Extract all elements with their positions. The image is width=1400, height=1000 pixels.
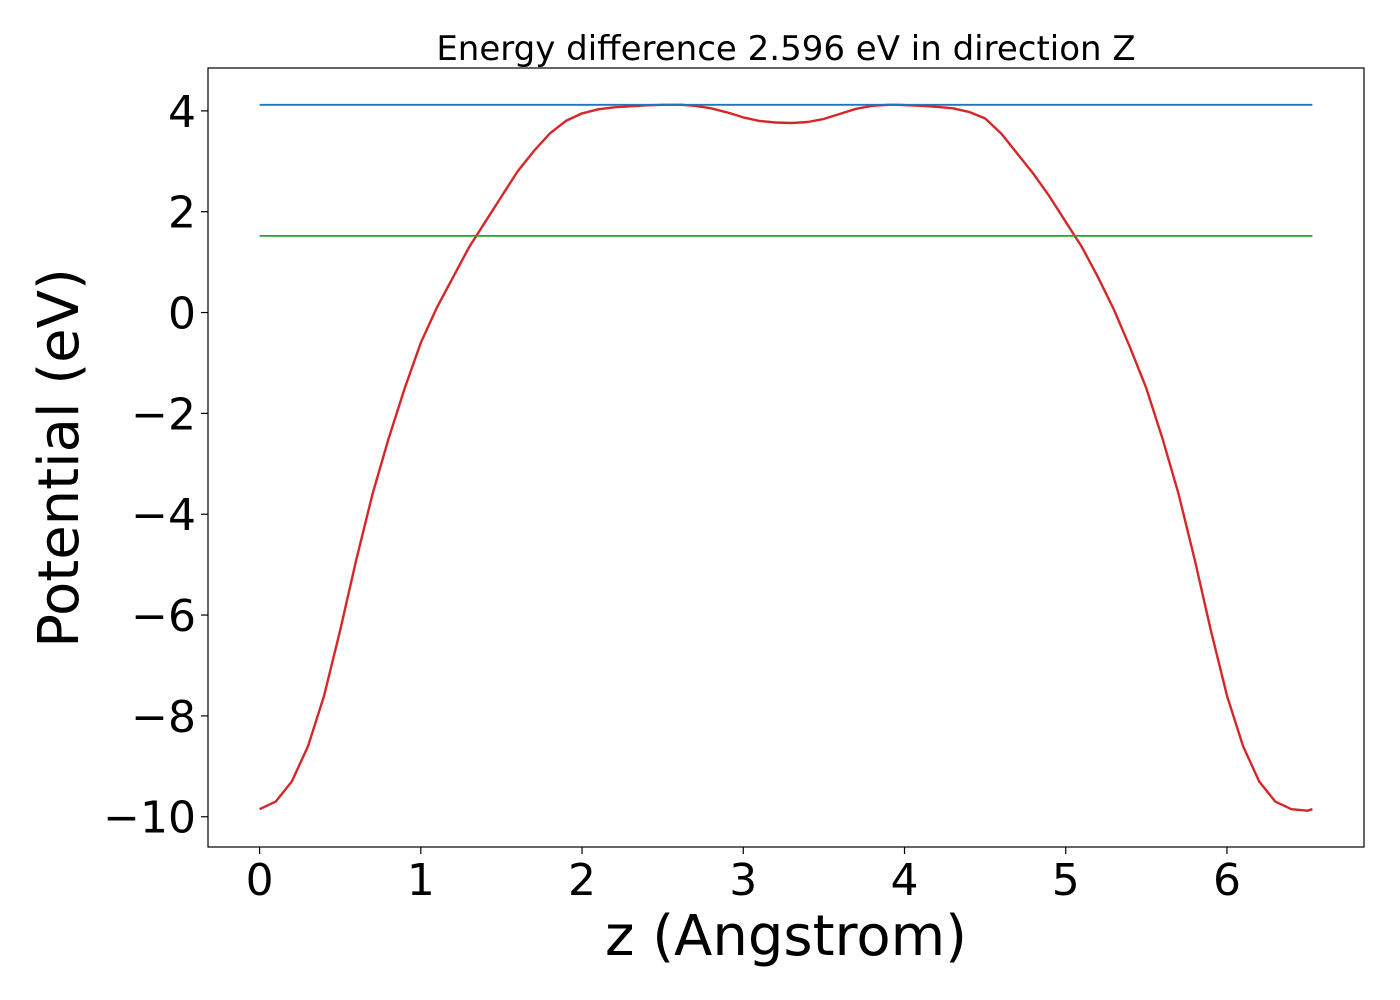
y-tick-label: −4 — [131, 490, 196, 541]
y-tick-label: −2 — [131, 389, 196, 440]
x-tick-label: 5 — [1052, 855, 1080, 906]
chart-title: Energy difference 2.596 eV in direction … — [436, 29, 1135, 69]
y-axis-ticks: −10 −8 −6 −4 −2 0 2 4 — [103, 87, 208, 844]
y-tick-label: −8 — [131, 692, 196, 743]
x-axis-label: z (Angstrom) — [605, 904, 967, 969]
y-tick-label: 0 — [168, 289, 196, 340]
x-tick-label: 2 — [568, 855, 596, 906]
y-tick-label: 2 — [168, 188, 196, 239]
x-tick-label: 1 — [407, 855, 435, 906]
x-tick-label: 4 — [891, 855, 919, 906]
x-tick-label: 3 — [729, 855, 757, 906]
y-tick-label: −10 — [103, 793, 196, 844]
plot-frame — [207, 67, 1365, 848]
series-lines — [259, 103, 1313, 812]
plot-area: 0 1 2 3 4 5 6 −10 −8 −6 −4 −2 0 2 4 — [103, 67, 1365, 906]
y-tick-label: −6 — [131, 591, 196, 642]
series-line-0 — [259, 103, 1313, 812]
y-axis-label: Potential (eV) — [27, 268, 92, 648]
x-axis-ticks: 0 1 2 3 4 5 6 — [246, 847, 1241, 906]
x-tick-label: 6 — [1213, 855, 1241, 906]
x-tick-label: 0 — [246, 855, 274, 906]
y-tick-label: 4 — [168, 87, 196, 138]
